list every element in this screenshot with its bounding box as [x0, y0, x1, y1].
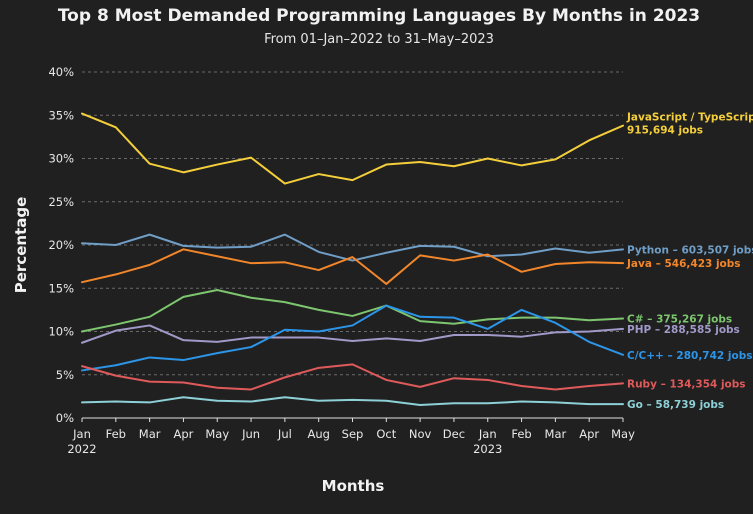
series-label: C/C++ – 280,742 jobs: [627, 350, 752, 362]
x-tick-label: Oct: [376, 427, 396, 441]
x-tick-label: Mar: [139, 427, 161, 441]
x-tick-label: Sep: [342, 427, 364, 441]
x-tick-label: Jul: [277, 427, 292, 441]
x-tick-label: Jan: [72, 427, 91, 441]
series-line-2: [81, 248, 624, 285]
series-label: JavaScript / TypeScript: [626, 112, 753, 124]
y-tick-label: 0%: [56, 411, 74, 425]
x-tick-label: May: [205, 427, 229, 441]
x-tick-label: May: [611, 427, 635, 441]
series-label: C# – 375,267 jobs: [627, 314, 732, 326]
series-label: Go – 58,739 jobs: [627, 399, 724, 411]
x-tick-label: Nov: [409, 427, 432, 441]
series-label-jobs: 915,694 jobs: [627, 125, 703, 137]
series-line-1: [81, 233, 624, 262]
y-tick-label: 30%: [48, 152, 74, 166]
x-tick-label: Aug: [307, 427, 329, 441]
x-axis-label: Months: [322, 477, 385, 495]
x-tick-label: Feb: [511, 427, 531, 441]
y-tick-label: 15%: [48, 281, 74, 295]
series-line-4: [81, 324, 624, 344]
x-tick-label: Feb: [106, 427, 126, 441]
x-year-label: 2023: [473, 442, 502, 456]
series-label: Python – 603,507 jobs: [627, 244, 753, 256]
x-tick-label: Dec: [443, 427, 465, 441]
x-tick-label: Apr: [173, 427, 193, 441]
series-label: Ruby – 134,354 jobs: [627, 378, 746, 390]
y-tick-label: 5%: [56, 368, 74, 382]
x-year-label: 2022: [67, 442, 96, 456]
y-tick-label: 40%: [48, 65, 74, 79]
y-tick-label: 20%: [48, 238, 74, 252]
x-tick-label: Jan: [478, 427, 497, 441]
x-tick-label: Jun: [241, 427, 260, 441]
y-tick-label: 25%: [48, 195, 74, 209]
x-tick-label: Apr: [579, 427, 599, 441]
chart-subtitle: From 01–Jan–2022 to 31–May–2023: [264, 32, 494, 47]
series-line-3: [81, 288, 624, 333]
y-tick-label: 10%: [48, 325, 74, 339]
series-line-6: [81, 363, 624, 391]
series-line-7: [81, 396, 624, 407]
y-axis-label: Percentage: [12, 197, 30, 294]
series-layer: [81, 112, 624, 407]
series-line-0: [81, 112, 624, 185]
series-line-5: [81, 304, 624, 372]
chart-title: Top 8 Most Demanded Programming Language…: [58, 6, 700, 26]
x-tick-label: Mar: [545, 427, 567, 441]
x-axis: Jan Feb Mar Apr May Jun Jul Aug Sep Oct Nov Dec Jan F…: [67, 418, 635, 456]
series-label: Java – 546,423 jobs: [626, 258, 741, 270]
y-axis: 0% 5% 10% 15% 20% 25% 30% 35% 40%: [48, 65, 74, 425]
grid-layer: [82, 71, 623, 376]
series-label: PHP – 288,585 jobs: [627, 324, 740, 336]
y-tick-label: 35%: [48, 108, 74, 122]
